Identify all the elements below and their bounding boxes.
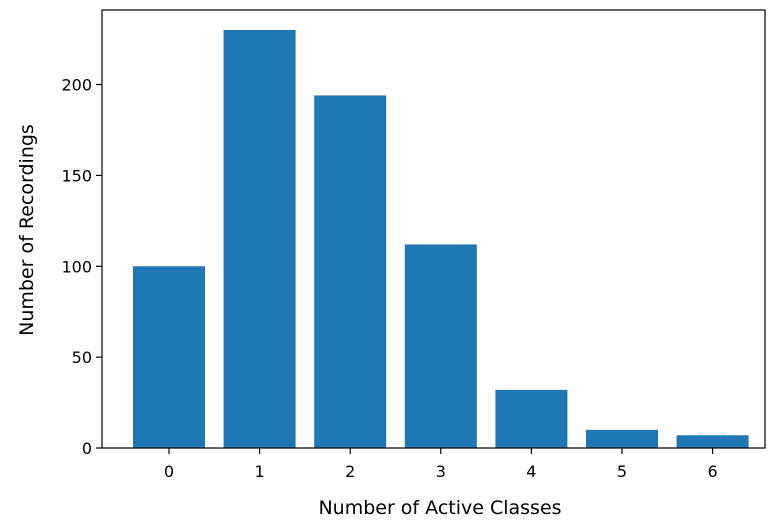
y-tick-label: 100 [61,257,92,276]
x-axis-label: Number of Active Classes [318,497,561,519]
y-tick-label: 200 [61,76,92,95]
bar-0 [133,266,205,448]
bar-6 [676,435,749,448]
plot-frame [101,9,766,449]
bar-5 [586,429,658,448]
bar-1 [223,29,296,449]
bars-group [133,29,749,449]
bar-3 [404,244,477,448]
bar-2 [314,95,387,449]
x-tick-label: 5 [617,462,627,481]
x-tick-label: 4 [526,462,536,481]
y-axis-label: Number of Recordings [16,124,38,336]
y-tick-label: 0 [82,439,92,458]
bar-4 [495,389,568,448]
y-axis: 0 50 100 150 200 [61,76,102,458]
x-tick-label: 6 [708,462,718,481]
x-tick-label: 3 [436,462,446,481]
x-tick-label: 2 [345,462,355,481]
x-tick-label: 0 [164,462,174,481]
y-tick-label: 150 [61,166,92,185]
x-axis: 0 1 2 3 4 5 6 [164,448,718,481]
x-tick-label: 1 [255,462,265,481]
y-tick-label: 50 [72,348,92,367]
